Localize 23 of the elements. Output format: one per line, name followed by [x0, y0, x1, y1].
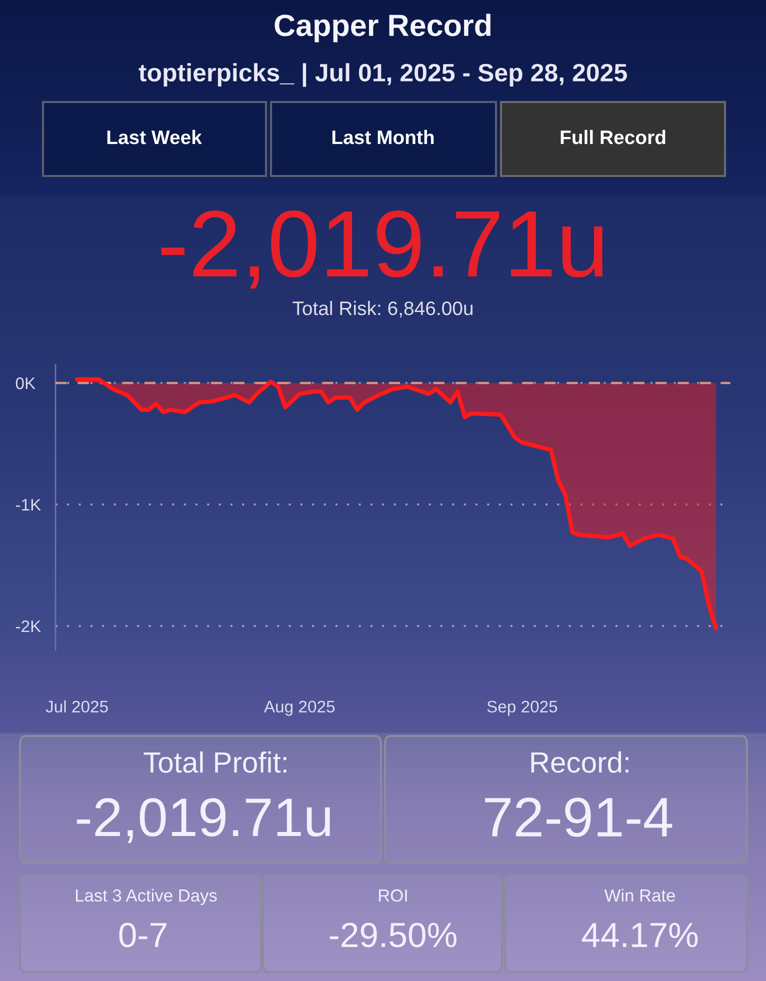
text: Total Profit: [144, 751, 286, 773]
x-tick-label: Sep 2025 [487, 700, 558, 716]
text: Win Rate [604, 888, 675, 902]
chart-subtitle: toptierpicks_ | Jul 01, 2025 - Sep 28, 2025 [138, 63, 627, 87]
text: -29.50% [330, 922, 456, 948]
chart-title: Capper Record [274, 14, 491, 42]
text: 72-91-4 [485, 798, 672, 837]
text: Last 3 Active Days [76, 888, 217, 906]
y-tick-label: -2K [16, 620, 41, 632]
text: Last Week [107, 130, 202, 144]
text: -2,019.71u [76, 798, 330, 843]
x-tick-label: Aug 2025 [264, 700, 335, 716]
text: -2,019.71u [161, 210, 603, 289]
text: Total Risk: 6,846.00u [292, 300, 473, 318]
text: 44.17% [582, 922, 698, 948]
text: ROI [378, 889, 407, 902]
x-tick-label: Jul 2025 [46, 700, 108, 713]
y-tick-label: -1K [16, 499, 41, 511]
text: Full Record [560, 130, 666, 144]
text: Record: [531, 751, 628, 773]
text: Last Month [332, 130, 434, 144]
text: 0-7 [119, 922, 166, 948]
y-tick-label: 0K [16, 377, 36, 390]
